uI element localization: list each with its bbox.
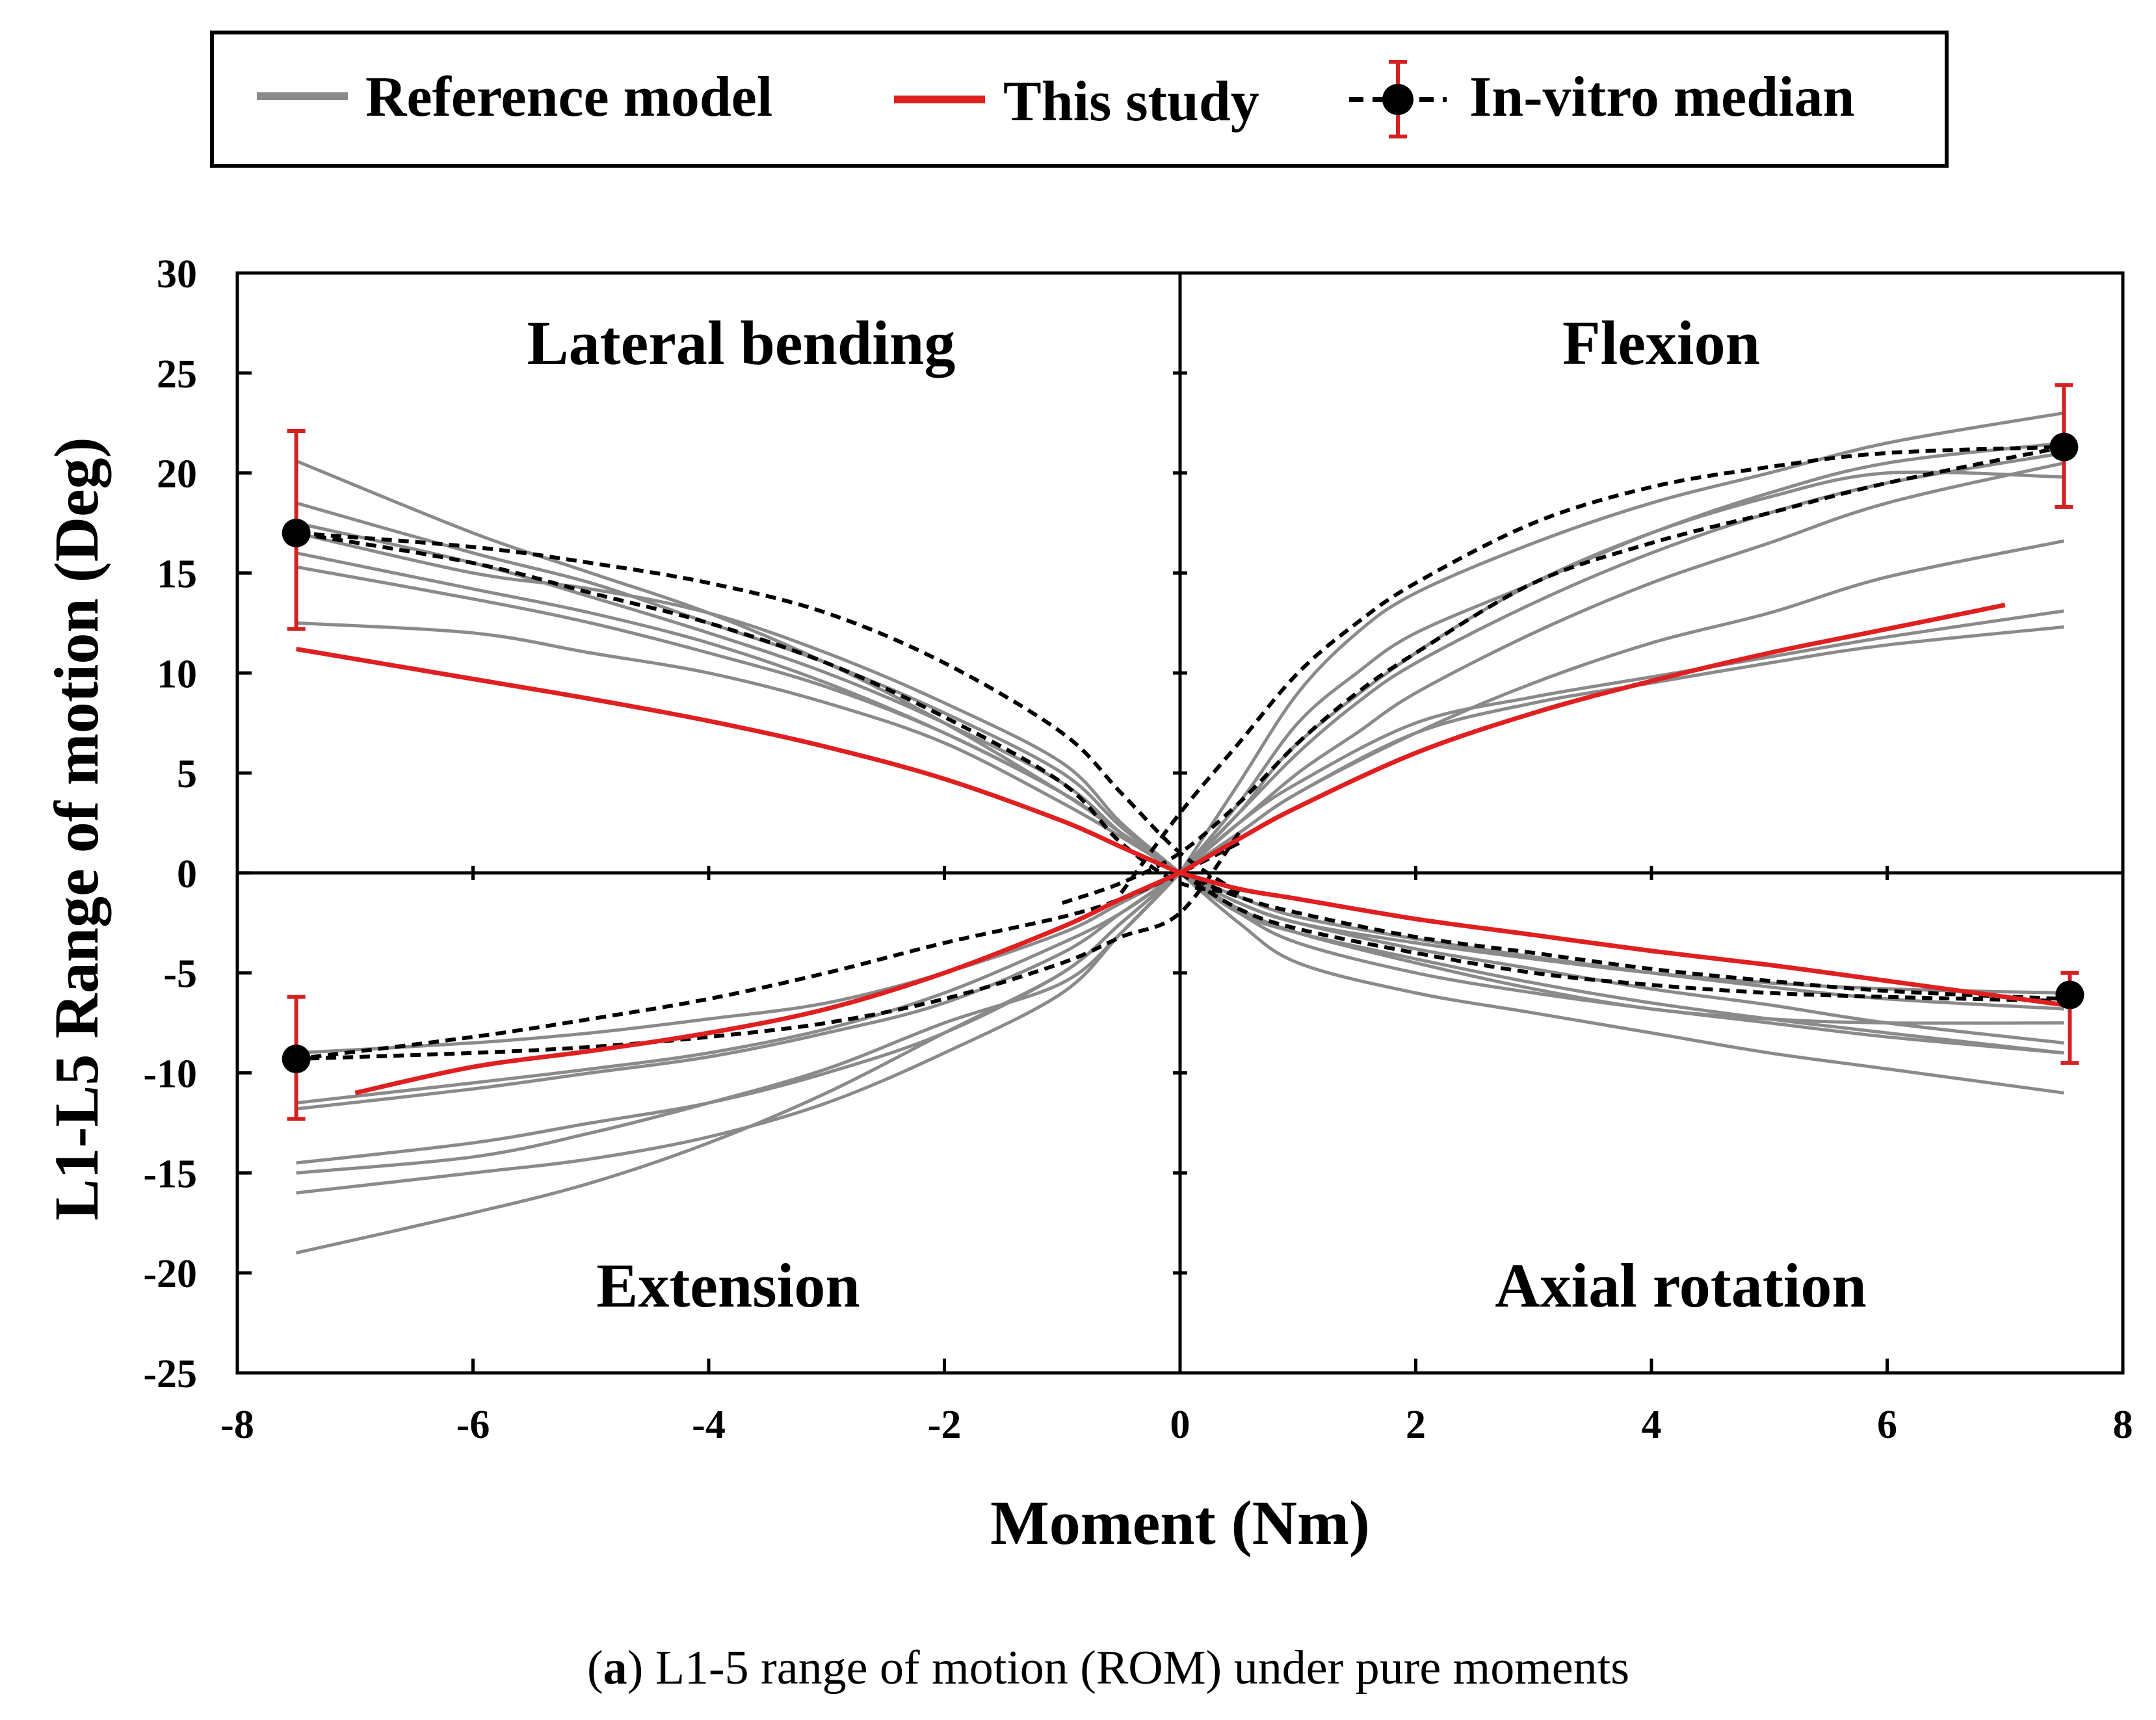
in-vitro-marker-axial-rotation <box>2055 980 2084 1010</box>
quadrant-label-axial-rotation: Axial rotation <box>1495 1251 1867 1320</box>
quadrant-label-extension: Extension <box>596 1251 860 1320</box>
y-tick-label: 15 <box>157 552 197 596</box>
x-tick-label: 2 <box>1406 1403 1426 1447</box>
this-study-curve-lateral-bending <box>296 646 1181 876</box>
reference-curve-extension <box>296 872 1181 1175</box>
reference-curve-extension <box>296 871 1181 1111</box>
y-tick-label: -15 <box>143 1152 197 1196</box>
x-tick-label: -2 <box>928 1403 962 1447</box>
y-tick-label: 25 <box>157 352 197 397</box>
in-vitro-curve-extension <box>296 841 1240 1061</box>
reference-curves <box>295 411 2064 1255</box>
reference-curve-lateral-bending <box>296 565 1181 874</box>
in-vitro-curve-lateral-bending <box>296 530 1241 895</box>
reference-curve-axial-rotation <box>1179 871 2064 1045</box>
in-vitro-marker-extension <box>282 1045 311 1074</box>
reference-curve-extension <box>296 871 1181 1255</box>
in-vitro-marker-flexion <box>2049 432 2079 462</box>
y-tick-label: -10 <box>143 1052 197 1097</box>
reference-curve-axial-rotation <box>1179 871 2064 995</box>
y-tick-label: 30 <box>157 252 197 296</box>
reference-curve-flexion <box>1179 625 2064 874</box>
legend-in-vitro-marker <box>1382 84 1413 115</box>
x-tick-label: -8 <box>220 1403 254 1447</box>
in-vitro-curve-axial-rotation <box>1179 871 2064 1003</box>
reference-curve-axial-rotation <box>1179 871 2064 1055</box>
in-vitro-markers <box>282 383 2084 1121</box>
x-tick-label: 0 <box>1170 1403 1190 1447</box>
this-study-curves <box>296 603 2064 1095</box>
x-tick-label: -4 <box>692 1403 726 1447</box>
in-vitro-curve-axial-rotation <box>1179 871 2064 1001</box>
reference-curve-flexion <box>1179 451 2064 874</box>
this-study-curve-extension <box>354 870 1181 1095</box>
y-tick-labels: 30 25 20 15 10 5 0 -5 -10 -15 -20 -25 <box>143 252 197 1396</box>
reference-curve-lateral-bending <box>296 621 1181 875</box>
y-axis-title: L1-L5 Range of motion (Deg) <box>42 437 111 1220</box>
this-study-curve-flexion <box>1179 603 2006 875</box>
reference-curve-flexion <box>1179 609 2064 874</box>
x-axis-title: Moment (Nm) <box>990 1488 1370 1557</box>
quadrant-label-flexion: Flexion <box>1562 308 1760 378</box>
legend-reference-label: Reference model <box>365 66 772 129</box>
in-vitro-curve-extension <box>296 831 1241 1061</box>
axes-layer <box>235 271 2125 1375</box>
legend: Reference model This study In-vitro medi… <box>210 31 1949 168</box>
figure-caption: (a) L1-5 range of motion (ROM) under pur… <box>587 1641 1629 1695</box>
y-tick-label: -25 <box>143 1352 197 1396</box>
x-tick-labels: -8 -6 -4 -2 0 2 4 6 8 <box>220 1403 2133 1447</box>
reference-curve-extension <box>296 871 1181 1105</box>
this-study-curve-axial-rotation <box>1179 870 2064 1008</box>
caption-label: a <box>603 1641 627 1695</box>
reference-curve-flexion <box>1178 411 2064 874</box>
legend-this-study-label: This study <box>1003 70 1259 133</box>
quadrant-label-lateral-bending: Lateral bending <box>527 308 956 378</box>
legend-frame <box>210 31 1949 168</box>
reference-curve-lateral-bending <box>296 531 1181 874</box>
reference-curve-flexion <box>1179 441 2064 874</box>
reference-curve-lateral-bending <box>296 521 1181 874</box>
reference-curve-axial-rotation <box>1179 871 2064 1095</box>
reference-curve-lateral-bending <box>296 551 1181 874</box>
reference-curve-lateral-bending <box>295 459 1181 874</box>
x-tick-label: 8 <box>2113 1403 2133 1447</box>
reference-curve-extension <box>296 871 1181 1165</box>
y-tick-label: 20 <box>157 452 197 497</box>
in-vitro-marker-lateral-bending <box>282 518 311 547</box>
y-tick-label: -5 <box>163 952 197 997</box>
reference-curve-extension <box>296 872 1181 1195</box>
reference-curve-extension <box>296 871 1181 1055</box>
y-tick-label: 5 <box>177 752 197 796</box>
y-tick-label: 10 <box>157 652 197 696</box>
y-tick-label: 0 <box>177 852 197 896</box>
reference-curve-axial-rotation <box>1179 871 2064 1025</box>
caption-text: L1-5 range of motion (ROM) under pure mo… <box>643 1641 1629 1695</box>
reference-curve-flexion <box>1179 461 2064 874</box>
x-tick-label: -6 <box>456 1403 490 1447</box>
in-vitro-curve-flexion <box>1119 445 2064 894</box>
reference-curve-axial-rotation <box>1179 871 2064 1011</box>
legend-in-vitro-label: In-vitro median <box>1469 66 1854 129</box>
x-tick-label: 4 <box>1642 1403 1662 1447</box>
reference-curve-flexion <box>1179 470 2064 874</box>
in-vitro-curve-lateral-bending <box>296 530 1240 895</box>
y-tick-label: -20 <box>143 1252 197 1296</box>
x-tick-label: 6 <box>1877 1403 1897 1447</box>
